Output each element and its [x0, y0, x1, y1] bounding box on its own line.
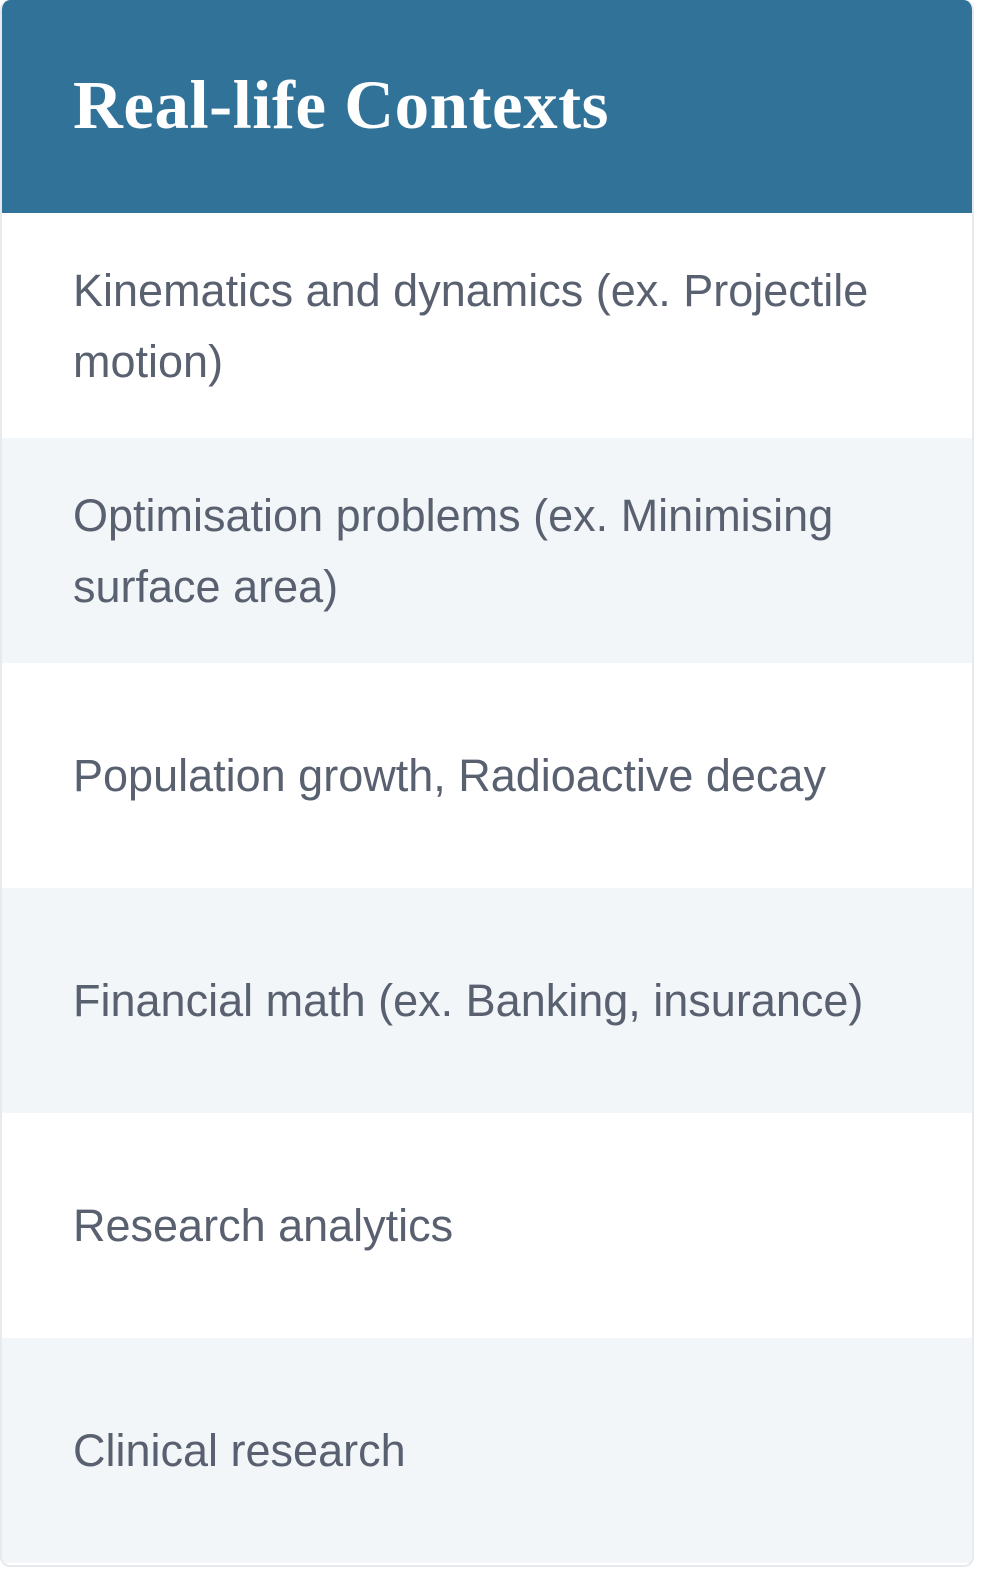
row-label: Research analytics [73, 1200, 454, 1251]
row-label: Optimisation problems (ex. Minimising su… [73, 489, 834, 612]
row-label: Population growth, Radioactive decay [73, 750, 826, 801]
table-row: Research analytics [2, 1113, 972, 1338]
contexts-table: Real-life Contexts Kinematics and dynami… [0, 0, 974, 1567]
table-row: Kinematics and dynamics (ex. Projectile … [2, 213, 972, 438]
table-row: Population growth, Radioactive decay [2, 663, 972, 888]
table-row: Financial math (ex. Banking, insurance) [2, 888, 972, 1113]
row-label: Financial math (ex. Banking, insurance) [73, 975, 864, 1026]
table-row: Optimisation problems (ex. Minimising su… [2, 438, 972, 663]
row-label: Clinical research [73, 1425, 406, 1476]
row-label: Kinematics and dynamics (ex. Projectile … [73, 264, 869, 387]
table-header: Real-life Contexts [2, 0, 972, 213]
table-row: Clinical research [2, 1338, 972, 1563]
table-title: Real-life Contexts [73, 67, 609, 143]
